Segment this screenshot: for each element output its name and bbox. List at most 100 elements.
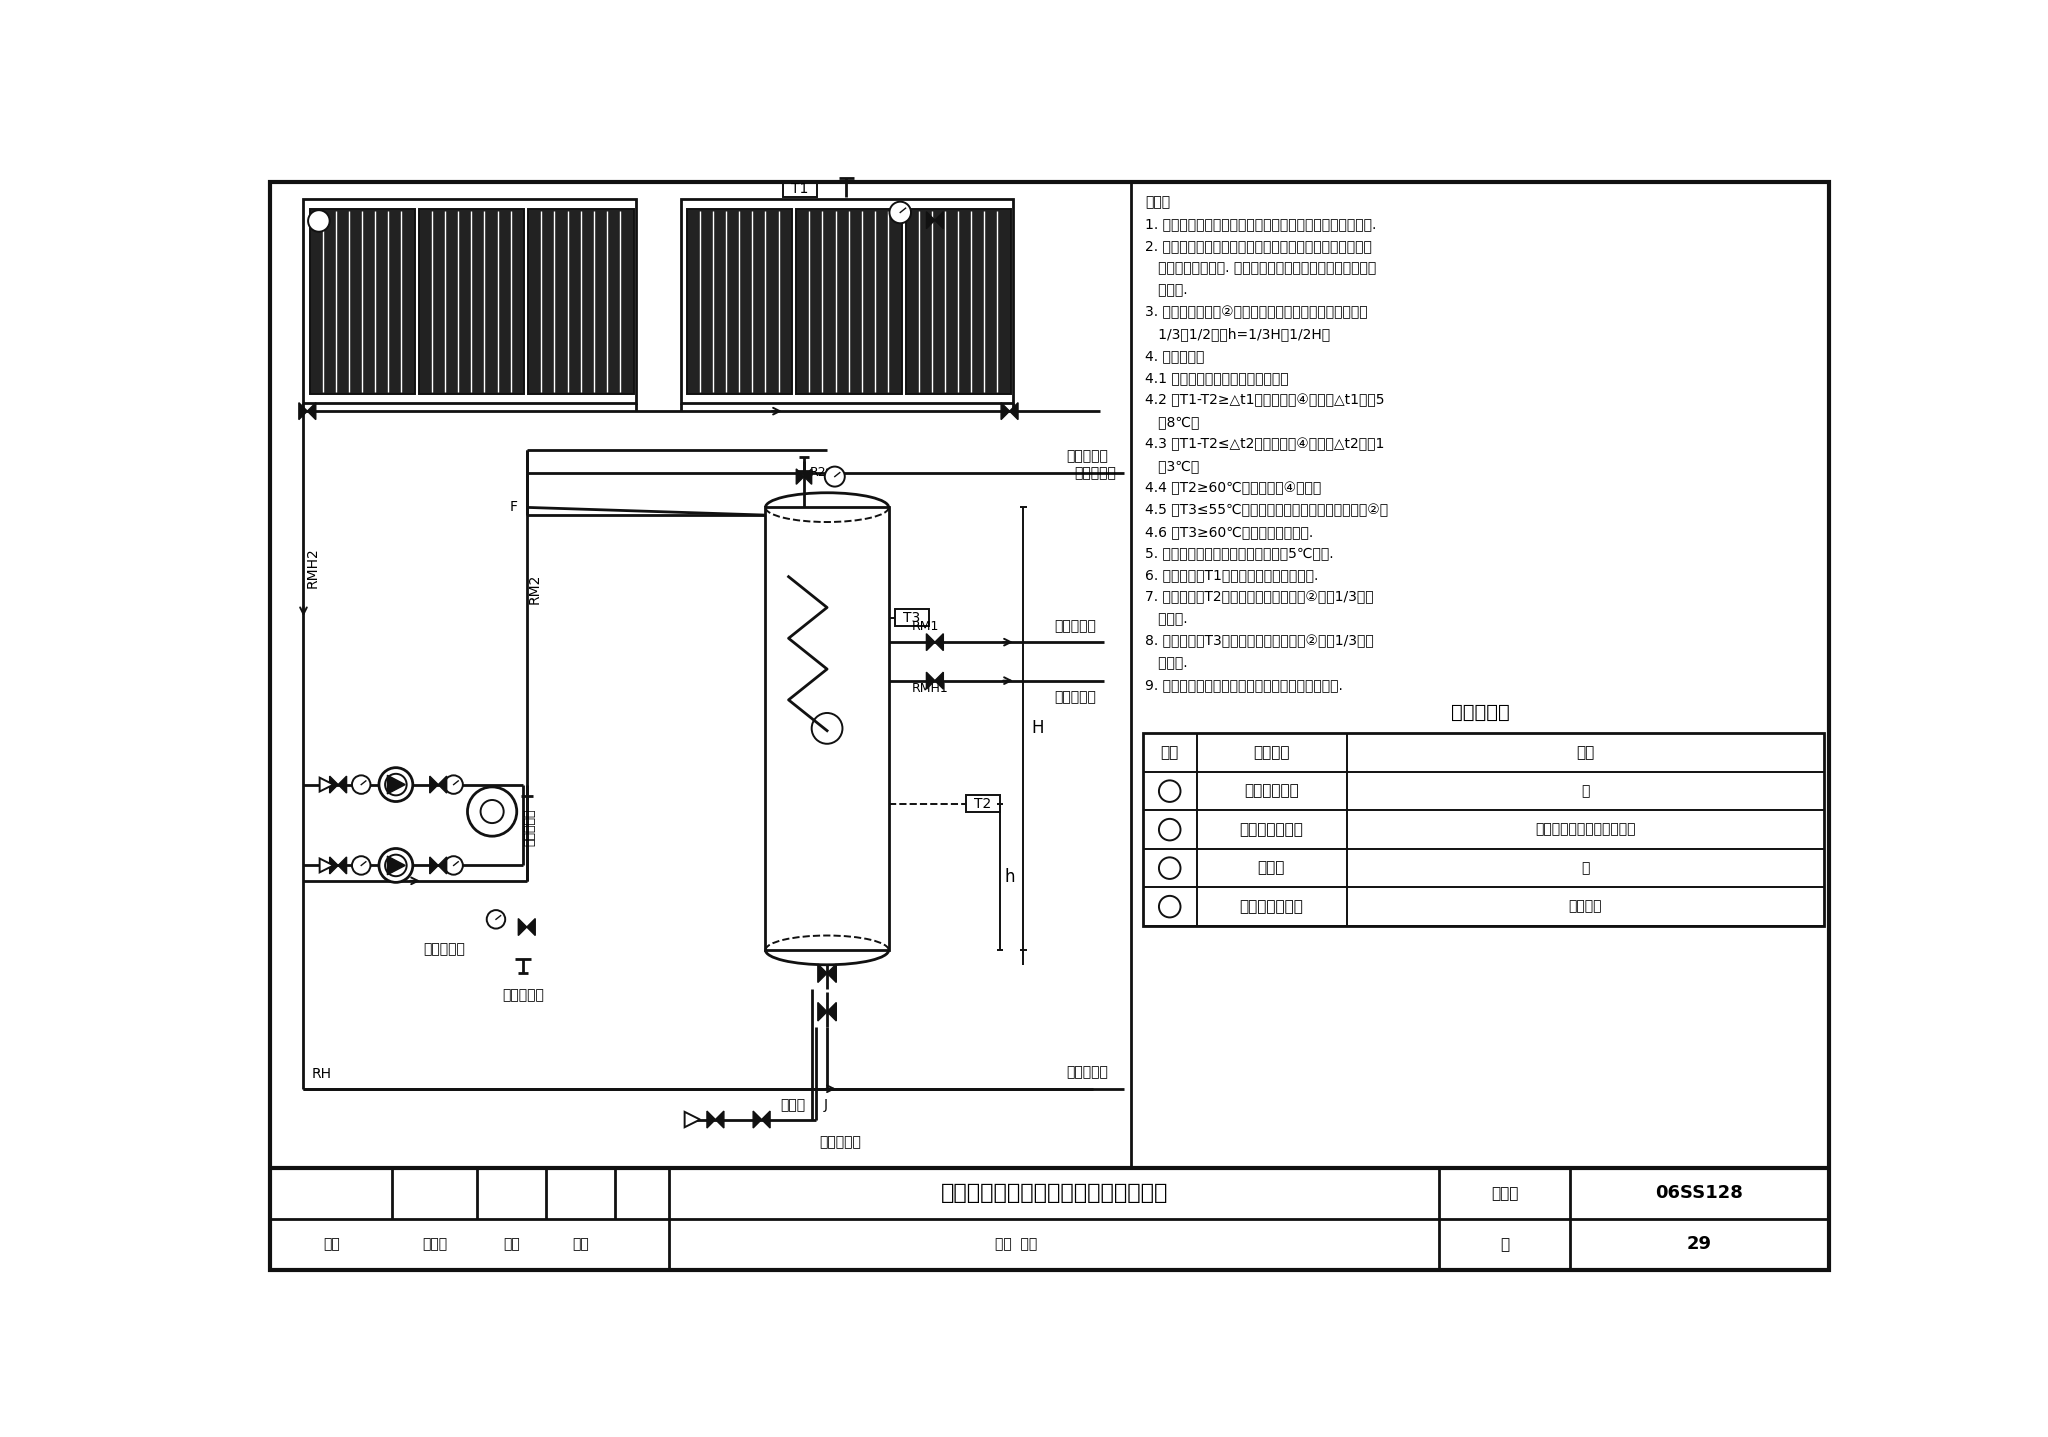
Text: 推至安全处: 推至安全处 [522, 808, 537, 846]
Text: 4.5 当T3≤55℃时，供给热媒加热容积式水加热器②；: 4.5 当T3≤55℃时，供给热媒加热容积式水加热器②； [1145, 503, 1389, 517]
Circle shape [1159, 819, 1180, 841]
Circle shape [811, 713, 842, 744]
Circle shape [385, 773, 408, 795]
Text: 一用一备: 一用一备 [1569, 900, 1602, 914]
Polygon shape [330, 776, 338, 793]
Circle shape [467, 787, 516, 836]
Text: 热水给水管: 热水给水管 [1073, 466, 1116, 480]
Polygon shape [430, 856, 438, 874]
Circle shape [385, 855, 408, 877]
Text: 设备名称: 设备名称 [1253, 746, 1290, 760]
Text: 强制循环直接加热系统原理图（单罐）: 强制循环直接加热系统原理图（单罐） [940, 1184, 1167, 1203]
Text: 审核: 审核 [324, 1237, 340, 1252]
Text: －: － [1581, 785, 1589, 798]
Text: 编号: 编号 [1161, 746, 1180, 760]
Bar [686, 208, 793, 394]
Text: 4. 控制原理：: 4. 控制原理： [1145, 349, 1204, 364]
Circle shape [307, 210, 330, 231]
Bar [309, 208, 416, 394]
Circle shape [1159, 858, 1180, 879]
Polygon shape [934, 211, 944, 228]
Text: 高度处.: 高度处. [1145, 657, 1188, 671]
Text: 校对: 校对 [504, 1237, 520, 1252]
Text: ①: ① [313, 214, 326, 228]
Text: RH: RH [311, 1068, 332, 1081]
Text: ④: ④ [391, 859, 401, 872]
Text: RM2: RM2 [528, 573, 541, 604]
Text: 高度处.: 高度处. [1145, 612, 1188, 627]
Text: 热水回水管: 热水回水管 [1067, 1065, 1108, 1079]
Bar [528, 208, 633, 394]
Polygon shape [1001, 402, 1010, 420]
Polygon shape [827, 1003, 836, 1020]
Polygon shape [430, 776, 438, 793]
Bar [905, 208, 1012, 394]
Polygon shape [1010, 402, 1018, 420]
Polygon shape [307, 402, 315, 420]
Text: 热媒回水管: 热媒回水管 [1055, 690, 1096, 704]
Text: R2: R2 [811, 466, 827, 480]
Text: ③: ③ [1163, 861, 1176, 875]
Polygon shape [438, 856, 446, 874]
Text: 8. 温度传感器T3设在距容积式水加热器②顶部1/3罐体: 8. 温度传感器T3设在距容积式水加热器②顶部1/3罐体 [1145, 635, 1374, 648]
Text: 5. 本系统不适用于冬季最低气温低于5℃地区.: 5. 本系统不适用于冬季最低气温低于5℃地区. [1145, 546, 1333, 560]
Polygon shape [684, 1112, 700, 1127]
Polygon shape [299, 402, 307, 420]
Text: 4.6 当T3≥60℃时，热媒停止供给.: 4.6 当T3≥60℃时，热媒停止供给. [1145, 525, 1313, 539]
Text: 容积式水加热器: 容积式水加热器 [1239, 822, 1303, 838]
Bar [420, 208, 524, 394]
Text: 立式，兼具贮热、供热功能: 立式，兼具贮热、供热功能 [1536, 822, 1636, 836]
Circle shape [1159, 895, 1180, 917]
Polygon shape [805, 468, 811, 484]
Polygon shape [338, 776, 346, 793]
Text: J: J [823, 1098, 827, 1112]
Text: 在室内.: 在室内. [1145, 283, 1188, 297]
Polygon shape [926, 211, 934, 228]
Circle shape [487, 910, 506, 928]
Text: 06SS128: 06SS128 [1655, 1184, 1743, 1203]
Circle shape [444, 776, 463, 793]
Text: T1: T1 [791, 182, 809, 197]
Text: 4.3 当T1-T2≤△t2时，循环泵④关闭，△t2宜取1: 4.3 当T1-T2≤△t2时，循环泵④关闭，△t2宜取1 [1145, 437, 1384, 451]
Bar [680, 200, 1014, 404]
Text: H: H [1030, 720, 1044, 737]
Text: ④: ④ [1163, 900, 1176, 914]
Text: ～3℃；: ～3℃； [1145, 458, 1200, 473]
Text: 4.4 当T2≥60℃时，循环泵④关闭；: 4.4 当T2≥60℃时，循环泵④关闭； [1145, 481, 1321, 494]
Circle shape [444, 856, 463, 875]
Circle shape [352, 776, 371, 793]
Text: 29: 29 [1688, 1236, 1712, 1253]
Text: 热水给水管: 热水给水管 [1067, 450, 1108, 464]
Polygon shape [526, 918, 535, 935]
Circle shape [1159, 780, 1180, 802]
Text: 1. 本系统适用于自来水压力能满足系统最不利点水压的情况.: 1. 本系统适用于自来水压力能满足系统最不利点水压的情况. [1145, 217, 1376, 231]
Text: 排至安全处: 排至安全处 [502, 989, 545, 1003]
Polygon shape [762, 1111, 770, 1128]
Polygon shape [797, 468, 805, 484]
Text: 李忠: 李忠 [571, 1237, 590, 1252]
Polygon shape [817, 964, 827, 983]
Text: RMH2: RMH2 [305, 547, 319, 588]
Polygon shape [926, 634, 934, 651]
Text: ①: ① [1163, 785, 1176, 798]
Text: ②: ② [821, 721, 834, 736]
Text: RMH1: RMH1 [911, 683, 948, 696]
Bar [895, 609, 928, 627]
Text: 排至安全处: 排至安全处 [422, 943, 465, 957]
Text: 7. 温度传感器T2设在距容积式水加热器②底部1/3罐体: 7. 温度传感器T2设在距容积式水加热器②底部1/3罐体 [1145, 591, 1374, 605]
Polygon shape [319, 777, 334, 792]
Text: h: h [1006, 868, 1016, 887]
Text: 生活给水管: 生活给水管 [819, 1135, 862, 1150]
Text: －: － [1581, 861, 1589, 875]
Polygon shape [387, 856, 406, 875]
Text: T3: T3 [903, 611, 920, 625]
Text: 膨胀罐: 膨胀罐 [1257, 861, 1284, 875]
Polygon shape [934, 634, 944, 651]
Text: 备注: 备注 [1577, 746, 1595, 760]
Polygon shape [438, 776, 446, 793]
Text: 4.2 当T1-T2≥△t1时，循环泵④启动，△t1宜取5: 4.2 当T1-T2≥△t1时，循环泵④启动，△t1宜取5 [1145, 394, 1384, 407]
Text: 太阳能集热器: 太阳能集热器 [1243, 783, 1298, 799]
Polygon shape [817, 1003, 827, 1020]
Text: 3. 容积式水加热器②热水回水口以上的容积宜取总容积的: 3. 容积式水加热器②热水回水口以上的容积宜取总容积的 [1145, 305, 1368, 319]
Text: 排污管: 排污管 [780, 1098, 805, 1112]
